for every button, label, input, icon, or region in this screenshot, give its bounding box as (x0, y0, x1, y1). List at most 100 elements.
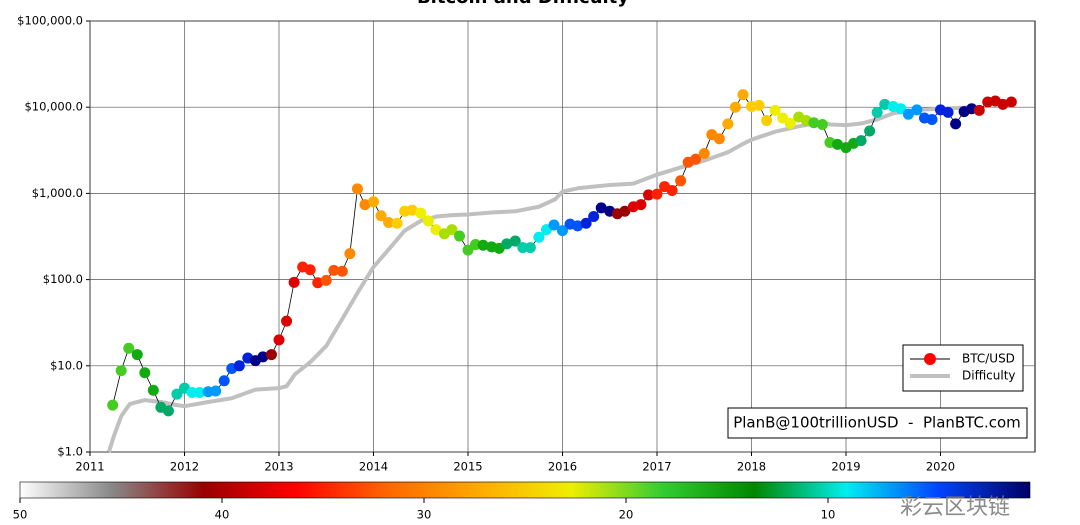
price-dot (816, 118, 828, 130)
price-dot (233, 360, 245, 372)
price-dot (926, 113, 938, 125)
legend: BTC/USD Difficulty (902, 344, 1024, 392)
x-tick-label: 2015 (453, 460, 482, 474)
price-dot (415, 207, 427, 219)
price-dot (162, 405, 174, 417)
price-dot (588, 210, 600, 222)
price-dot (911, 104, 923, 116)
price-dot (147, 384, 159, 396)
price-dot (666, 185, 678, 197)
price-dot (864, 125, 876, 137)
price-dot (675, 175, 687, 187)
price-dot (997, 98, 1009, 110)
x-tick-label: 2013 (264, 460, 293, 474)
price-dot (312, 277, 324, 289)
y-tick-label: $100,000.0 (17, 14, 83, 28)
chart-title: Bitcoin and Difficulty (417, 0, 629, 8)
watermark: 彩云区块链 (900, 495, 1010, 520)
price-dot (690, 153, 702, 165)
price-dot (477, 239, 489, 251)
x-tick-label: 2016 (548, 460, 577, 474)
price-dot (383, 216, 395, 228)
y-tick-label: $10,000.0 (24, 100, 83, 114)
price-dot (557, 225, 568, 237)
price-dot (359, 199, 371, 211)
price-dot (501, 238, 513, 250)
price-dot (769, 104, 781, 116)
price-dot (288, 276, 300, 288)
price-dot (784, 117, 796, 129)
price-dot (808, 117, 820, 129)
annotation-box (727, 407, 1028, 439)
price-dot (107, 399, 119, 411)
price-dot (580, 217, 592, 229)
price-dot (218, 375, 230, 387)
x-tick-label: 2018 (737, 460, 766, 474)
marks (106, 89, 1017, 453)
x-tick-label: 2012 (170, 460, 199, 474)
price-dot (698, 148, 710, 160)
colorbar-tick-label: 10 (821, 508, 836, 522)
price-dot (446, 224, 458, 236)
legend-box (902, 344, 1024, 392)
colorbar (19, 481, 1031, 499)
x-tick-label: 2011 (75, 460, 104, 474)
price-dot (753, 99, 765, 111)
x-tick-label: 2014 (359, 460, 388, 474)
price-dot (344, 248, 356, 260)
price-dot (391, 217, 403, 229)
price-dot (729, 101, 741, 113)
price-dot (194, 387, 206, 399)
price-dot (879, 98, 891, 110)
price-dot (902, 108, 914, 120)
price-dot (131, 349, 143, 361)
colorbar-tick-label: 30 (417, 508, 432, 522)
price-dot (257, 351, 269, 363)
annotation: PlanB@100trillionUSD - PlanBTC.com (733, 414, 1021, 432)
legend-marker (924, 353, 936, 365)
price-dot (548, 219, 560, 231)
price-dot (973, 104, 985, 116)
y-tick-label: $10.0 (50, 358, 83, 372)
price-dot (517, 242, 529, 254)
price-dot (572, 220, 584, 232)
price-dot (273, 334, 285, 346)
price-dot (895, 103, 907, 115)
price-dot (265, 349, 277, 361)
price-dot (713, 133, 725, 145)
price-dot (737, 89, 749, 101)
price-dot (722, 118, 734, 130)
price-dot (123, 342, 135, 354)
price-dot (1005, 96, 1017, 108)
y-tick-label: $1.0 (57, 445, 83, 459)
legend-label: BTC/USD (962, 352, 1015, 366)
price-dot (942, 106, 954, 118)
x-tick-label: 2017 (642, 460, 671, 474)
price-dot (375, 210, 387, 222)
colorbar-tick-label: 50 (13, 508, 28, 522)
price-dot (761, 115, 773, 127)
y-tick-label: $1,000.0 (32, 186, 83, 200)
price-dot (509, 235, 521, 247)
x-tick-label: 2020 (926, 460, 955, 474)
price-dot (453, 230, 465, 242)
price-dot (406, 204, 418, 216)
price-dot (831, 138, 843, 150)
price-dot (595, 202, 607, 214)
price-dot (462, 244, 474, 256)
price-dot (635, 199, 647, 211)
price-dot (139, 367, 151, 379)
price-dot (351, 183, 363, 195)
price-dot (430, 224, 442, 236)
price-dot (368, 196, 379, 208)
price-dot (619, 205, 631, 217)
price-dot (651, 188, 663, 200)
price-dot (422, 215, 434, 227)
price-dot (281, 315, 293, 327)
x-tick-label: 2019 (831, 460, 860, 474)
price-dot (533, 231, 545, 243)
price-dot (320, 274, 332, 286)
colorbar-tick-label: 40 (215, 508, 230, 522)
price-dot (304, 264, 316, 276)
